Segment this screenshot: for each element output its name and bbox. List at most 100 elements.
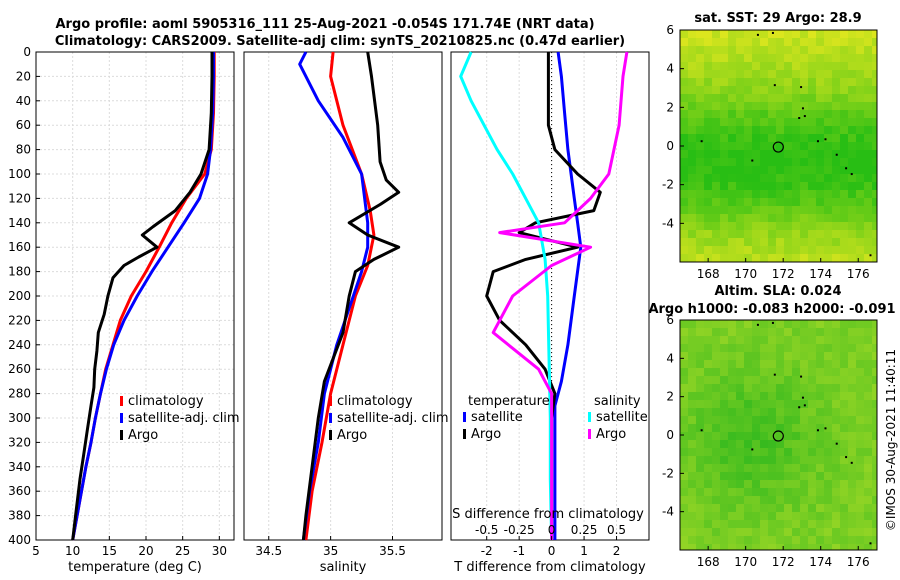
map-cell [856,38,865,47]
map-cell [840,352,849,361]
map-cell [800,456,809,465]
map-cell [712,472,721,481]
y-tick-label: 60 [16,118,31,132]
map-cell [744,110,753,119]
map-cell [712,360,721,369]
map-cell [864,86,873,95]
map-cell [712,46,721,55]
map-cell [776,480,785,489]
map-cell [696,222,705,231]
map-cell [704,480,713,489]
map-cell [728,472,737,481]
map-cell [864,440,873,449]
map-cell [776,118,785,127]
x-axis-label: salinity [320,560,367,575]
map-cell [728,214,737,223]
map-cell [832,198,841,207]
map-cell [808,456,817,465]
map-cell [792,30,801,39]
s-tick-label: -0.5 [475,523,498,537]
map-cell [696,432,705,441]
map-cell [824,320,833,329]
legend-label: climatology [337,394,413,409]
map-cell [688,352,697,361]
map-cell [744,488,753,497]
map-cell [872,504,878,513]
map-cell [872,496,878,505]
map-cell [728,544,737,551]
x-tick-label: 25 [175,544,190,558]
map-cell [824,198,833,207]
map-cell [744,520,753,529]
map-cell [816,456,825,465]
map-cell [744,38,753,47]
map-cell [760,464,769,473]
map-cell [752,472,761,481]
map-cell [848,142,857,151]
map-cell [824,400,833,409]
map-cell [704,416,713,425]
map-cell [728,222,737,231]
map-cell [872,230,878,239]
map-cell [816,54,825,63]
map-cell [816,126,825,135]
map-cell [720,320,729,329]
map-cell [736,222,745,231]
map-cell [736,488,745,497]
map-cell [752,352,761,361]
map-cell [768,448,777,457]
map-cell [744,238,753,247]
map-cell [872,472,878,481]
map-cell [760,544,769,551]
legend-marker [120,430,123,440]
map-cell [704,70,713,79]
map-cell [720,206,729,215]
map-cell [680,62,689,71]
map-cell [816,392,825,401]
map-cell [768,528,777,537]
island-mark [845,167,848,170]
map-cell [848,384,857,393]
map-cell [696,496,705,505]
map-cell [800,336,809,345]
map-cell [776,30,785,39]
map-cell [704,448,713,457]
map-cell [872,214,878,223]
map-cell [696,30,705,39]
map-cell [856,456,865,465]
map-cell [704,38,713,47]
map-cell [784,206,793,215]
map-cell [872,320,878,329]
y-tick-label: 100 [8,167,31,181]
map-cell [840,110,849,119]
map-cell [872,352,878,361]
island-mark [700,140,703,143]
island-mark [824,427,827,430]
map-cell [872,134,878,143]
salinity-panel: 34.5 35 35.5salinityclimatologysatellite-a… [243,51,449,575]
map-cell [728,70,737,79]
map-cell [800,30,809,39]
map-cell [792,222,801,231]
map-cell [840,166,849,175]
map-cell [824,528,833,537]
map-cell [784,86,793,95]
map-cell [824,118,833,127]
map-cell [800,536,809,545]
map-cell [800,134,809,143]
map-cell [768,480,777,489]
map-cell [848,238,857,247]
map-cell [728,94,737,103]
map-cell [808,118,817,127]
map-cell [696,38,705,47]
map-cell [832,78,841,87]
map-cell [848,134,857,143]
map-cell [760,408,769,417]
map-cell [864,206,873,215]
map-cell [784,472,793,481]
map-cell [816,504,825,513]
map-cell [728,360,737,369]
map-cell [824,440,833,449]
legend-marker [588,412,591,422]
map-cell [712,230,721,239]
